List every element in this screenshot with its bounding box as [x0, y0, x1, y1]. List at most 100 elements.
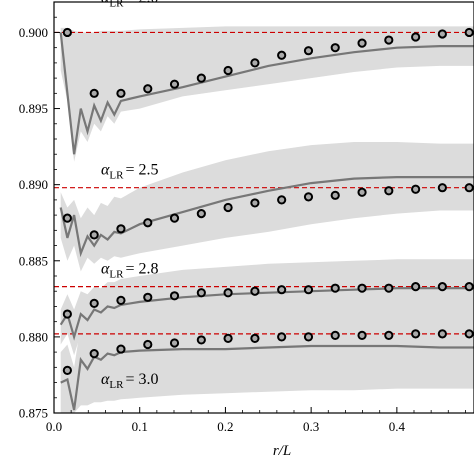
series-annotation-2: αLR = 2.5: [101, 162, 159, 182]
series-annotation-3: αLR = 2.8: [101, 261, 159, 281]
data-point: [384, 186, 394, 196]
data-point: [357, 38, 367, 48]
data-point: [437, 183, 447, 193]
annotation-subscript: LR: [109, 170, 124, 182]
data-point: [143, 339, 153, 350]
y-tick-label: 0.880: [19, 329, 48, 344]
annotation-symbol: α: [101, 0, 110, 6]
data-point: [303, 46, 314, 56]
data-point: [437, 329, 447, 339]
data-point: [116, 224, 126, 234]
data-point: [116, 88, 126, 98]
data-point: [62, 27, 72, 38]
data-point: [384, 283, 394, 293]
uncertainty-band-2: [60, 142, 474, 272]
data-point: [89, 230, 99, 240]
data-point: [437, 29, 447, 39]
data-point: [303, 285, 314, 295]
curve-1: [59, 32, 474, 155]
data-point: [411, 32, 421, 42]
annotation-subscript: LR: [109, 269, 124, 281]
data-point: [357, 283, 367, 293]
y-tick-label: 0.895: [19, 101, 48, 116]
data-point: [411, 184, 421, 194]
x-tick-label: 0.2: [217, 419, 233, 434]
x-tick-label: 0.1: [132, 419, 148, 434]
axes: 0.875 0.880 0.885 0.890 0.895 0.900 0.0 0.1 0.2 0…: [19, 1, 474, 459]
data-point: [62, 309, 72, 319]
data-point: [464, 329, 474, 339]
x-tick-label: 0.3: [303, 419, 319, 434]
data-point: [357, 330, 367, 340]
data-point: [330, 283, 340, 293]
data-point: [330, 43, 340, 53]
plot-frame: [53, 1, 474, 414]
data-point: [196, 288, 206, 298]
data-point: [169, 338, 180, 348]
annotation-value: = 3.0: [125, 371, 158, 388]
data-point: [411, 282, 421, 292]
y-tick-label: 0.900: [19, 25, 48, 40]
data-point: [143, 218, 153, 228]
data-point: [169, 291, 180, 301]
data-point: [223, 288, 233, 298]
annotation-subscript: LR: [109, 379, 124, 391]
reference-lines: [54, 31, 474, 335]
data-point: [196, 73, 206, 83]
data-point: [303, 332, 314, 342]
y-tick-label: 0.885: [19, 253, 48, 268]
y-tick-label: 0.875: [19, 406, 48, 421]
x-axis-title: r/L: [273, 443, 291, 459]
series-annotation-4: αLR = 3.0: [101, 371, 159, 391]
data-point: [384, 330, 394, 340]
data-point: [223, 333, 233, 344]
data-point: [89, 298, 99, 308]
data-point: [411, 329, 421, 339]
x-tick-label: 0.4: [389, 419, 406, 434]
data-point: [250, 286, 260, 296]
data-point: [62, 365, 72, 375]
data-point: [250, 58, 260, 68]
annotation-value: = 2.8: [125, 261, 158, 278]
data-point: [357, 187, 367, 197]
annotation-symbol: α: [101, 261, 110, 278]
data-point: [277, 332, 287, 342]
y-tick-label: 0.890: [19, 177, 48, 192]
annotation-value: = 2.0: [125, 0, 158, 6]
data-point: [196, 208, 206, 219]
data-point: [116, 295, 126, 305]
data-point: [437, 282, 447, 292]
uncertainty-bands: [60, 26, 474, 413]
data-point: [143, 292, 153, 302]
data-point: [250, 198, 260, 208]
data-point: [330, 330, 340, 340]
data-point: [464, 282, 474, 292]
data-point: [277, 285, 287, 295]
series-annotation-1: αLR= 2.0: [101, 0, 159, 9]
data-point: [250, 333, 260, 344]
annotation-symbol: α: [101, 371, 110, 388]
data-point: [464, 183, 474, 193]
data-point: [89, 349, 99, 359]
data-point: [116, 344, 126, 354]
data-point: [277, 195, 287, 205]
data-point: [277, 50, 287, 60]
data-points: [62, 27, 474, 375]
data-point: [330, 190, 340, 200]
uncertainty-band-1: [60, 26, 474, 162]
data-point: [223, 202, 233, 213]
data-point: [196, 335, 206, 345]
annotation-subscript: LR: [109, 0, 124, 9]
data-point: [89, 88, 99, 98]
data-point: [223, 65, 233, 76]
data-point: [62, 213, 72, 223]
data-point: [384, 35, 394, 45]
data-point: [169, 79, 180, 89]
x-tick-label: 0.0: [46, 419, 62, 434]
data-point: [303, 192, 314, 202]
data-point: [464, 27, 474, 38]
annotation-symbol: α: [101, 162, 110, 179]
data-point: [143, 84, 153, 94]
